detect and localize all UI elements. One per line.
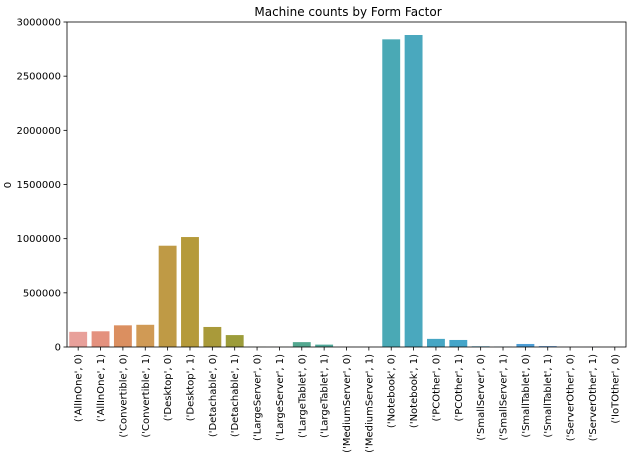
plot-frame: [66, 21, 627, 348]
bar: [225, 335, 244, 347]
x-tick-label: ('LargeServer', 0): [253, 354, 264, 441]
x-tick-label: ('Desktop', 1): [185, 354, 196, 421]
chart-title: Machine counts by Form Factor: [254, 5, 441, 19]
bar: [136, 324, 155, 347]
x-tick-label: ('Convertible', 0): [118, 354, 129, 438]
x-tick-label: ('Detachable', 0): [208, 354, 219, 437]
bar: [449, 339, 468, 347]
y-tick-label: 2500000: [16, 72, 61, 83]
x-axis-ticks: ('AllInOne', 0) ('AllInOne', 1) ('Converti…: [74, 347, 621, 453]
y-tick-label: 2000000: [16, 126, 61, 137]
x-tick-label: ('LargeTablet', 1): [320, 354, 331, 438]
x-tick-label: ('SmallTablet', 0): [521, 354, 532, 438]
x-tick-label: ('SmallServer', 1): [499, 354, 510, 441]
y-axis-ticks: 0 500000 1000000 1500000 2000000 2500000 30000…: [16, 18, 67, 354]
x-tick-label: ('Notebook', 1): [409, 354, 420, 428]
x-tick-label: ('AllInOne', 0): [74, 354, 85, 422]
bar: [158, 245, 177, 347]
bar: [427, 338, 445, 348]
bar: [315, 344, 334, 347]
x-tick-label: ('MediumServer', 1): [364, 354, 375, 453]
x-tick-label: ('SmallServer', 0): [476, 354, 487, 441]
bar: [404, 35, 423, 347]
x-tick-label: ('PCOther', 0): [431, 354, 442, 422]
y-tick-label: 1000000: [16, 234, 61, 245]
y-tick-label: 1500000: [16, 180, 61, 191]
x-tick-label: ('LargeTablet', 0): [297, 354, 308, 438]
x-tick-label: ('ServerOther', 0): [566, 354, 577, 441]
bar: [538, 346, 557, 347]
y-axis-label: 0: [3, 182, 14, 188]
bar: [203, 326, 222, 347]
x-tick-label: ('Convertible', 1): [141, 354, 152, 438]
x-tick-label: ('Notebook', 0): [387, 354, 398, 428]
x-tick-label: ('PCOther', 1): [454, 354, 465, 422]
bar: [91, 331, 110, 347]
x-tick-label: ('Desktop', 0): [163, 354, 174, 421]
x-tick-label: ('SmallTablet', 1): [543, 354, 554, 438]
bar: [516, 343, 535, 347]
bar: [382, 39, 401, 347]
bars-group: [69, 35, 624, 348]
x-tick-label: ('MediumServer', 0): [342, 354, 353, 453]
y-tick-label: 3000000: [16, 18, 61, 29]
y-tick-label: 500000: [23, 288, 61, 299]
x-tick-label: ('ServerOther', 1): [588, 354, 599, 441]
y-tick-label: 0: [55, 343, 61, 354]
x-tick-label: ('IoTOther', 0): [610, 354, 621, 424]
x-tick-label: ('Detachable', 1): [230, 354, 241, 437]
bar: [292, 342, 311, 348]
x-tick-label: ('LargeServer', 1): [275, 354, 286, 441]
bar: [69, 331, 88, 347]
bar: [113, 325, 132, 347]
bar: [181, 237, 199, 347]
x-tick-label: ('AllInOne', 1): [96, 354, 107, 422]
